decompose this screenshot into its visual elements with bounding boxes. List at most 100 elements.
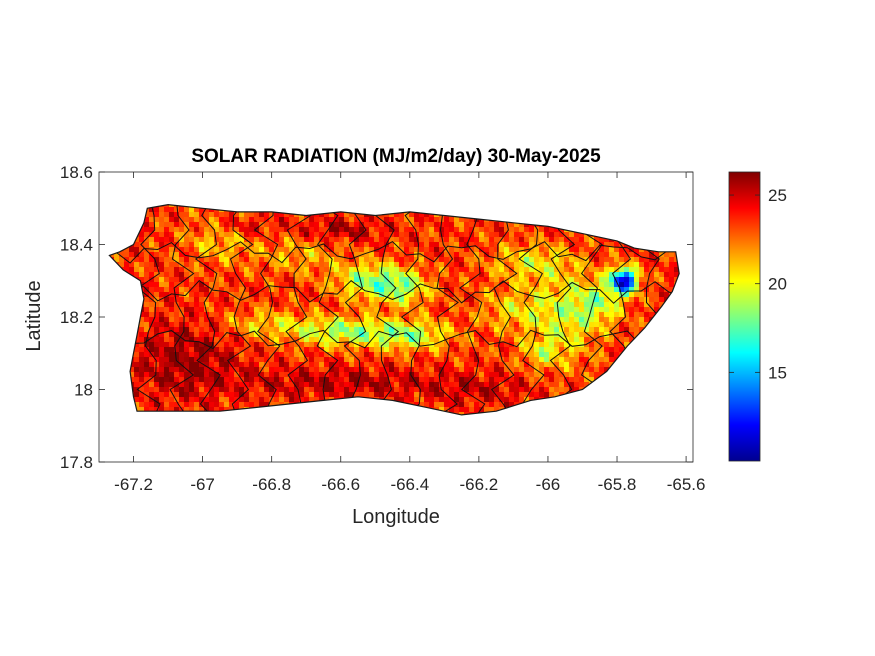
heatmap-cell — [354, 242, 360, 248]
heatmap-cell — [169, 204, 175, 208]
heatmap-cell — [359, 257, 365, 263]
heatmap-cell — [404, 357, 410, 363]
heatmap-cell — [284, 267, 290, 273]
heatmap-cell — [634, 247, 640, 253]
heatmap-cell — [264, 287, 270, 293]
heatmap-cell — [504, 342, 510, 348]
heatmap-cell — [289, 287, 295, 293]
heatmap-cell — [159, 297, 165, 303]
heatmap-cell — [599, 317, 605, 323]
heatmap-cell — [189, 292, 195, 298]
heatmap-cell — [379, 312, 385, 318]
heatmap-cell — [229, 317, 235, 323]
heatmap-cell — [444, 257, 450, 263]
heatmap-cell — [339, 352, 345, 358]
heatmap-cell — [444, 282, 450, 288]
heatmap-cell — [424, 377, 430, 383]
heatmap-cell — [389, 337, 395, 343]
heatmap-cell — [394, 242, 400, 248]
heatmap-cell — [414, 377, 420, 383]
heatmap-cell — [669, 257, 675, 263]
heatmap-cell — [299, 217, 305, 223]
heatmap-cell — [244, 222, 250, 228]
heatmap-cell — [284, 357, 290, 363]
heatmap-cell — [179, 322, 185, 328]
heatmap-cell — [274, 277, 280, 283]
heatmap-cell — [149, 312, 155, 318]
heatmap-cell — [374, 297, 380, 303]
heatmap-cell — [189, 282, 195, 288]
heatmap-cell — [629, 322, 635, 328]
heatmap-cell — [259, 302, 265, 308]
heatmap-cell — [194, 307, 200, 313]
heatmap-cell — [249, 292, 255, 298]
heatmap-cell — [409, 242, 415, 248]
heatmap-cell — [354, 247, 360, 253]
heatmap-cell — [404, 257, 410, 263]
heatmap-cell — [239, 237, 245, 243]
heatmap-cell — [514, 262, 520, 268]
heatmap-cell — [449, 282, 455, 288]
heatmap-cell — [349, 277, 355, 283]
heatmap-cell — [384, 252, 390, 258]
heatmap-cell — [149, 207, 155, 213]
heatmap-cell — [329, 227, 335, 233]
heatmap-cell — [429, 307, 435, 313]
heatmap-cell — [489, 237, 495, 243]
heatmap-cell — [609, 317, 615, 323]
heatmap-cell — [579, 287, 585, 293]
heatmap-cell — [164, 207, 170, 213]
heatmap-cell — [159, 372, 165, 378]
heatmap-cell — [384, 262, 390, 268]
heatmap-cell — [279, 322, 285, 328]
heatmap-cell — [369, 277, 375, 283]
heatmap-cell — [379, 322, 385, 328]
heatmap-cell — [229, 232, 235, 238]
heatmap-cell — [154, 307, 160, 313]
heatmap-cell — [274, 367, 280, 373]
heatmap-cell — [414, 292, 420, 298]
heatmap-cell — [534, 307, 540, 313]
heatmap-cell — [614, 332, 620, 338]
heatmap-cell — [334, 307, 340, 313]
heatmap-cell — [179, 277, 185, 283]
heatmap-cell — [269, 272, 275, 278]
heatmap-cell — [509, 307, 515, 313]
heatmap-cell — [509, 237, 515, 243]
heatmap-cell — [184, 372, 190, 378]
heatmap-cell — [389, 317, 395, 323]
heatmap-cell — [419, 362, 425, 368]
heatmap-cell — [174, 287, 180, 293]
heatmap-cell — [304, 322, 310, 328]
heatmap-cell — [314, 272, 320, 278]
heatmap-cell — [309, 232, 315, 238]
heatmap-cell — [219, 327, 225, 333]
heatmap-cell — [429, 272, 435, 278]
heatmap-cell — [234, 242, 240, 248]
heatmap-cell — [509, 247, 515, 253]
heatmap-cell — [364, 307, 370, 313]
heatmap-cell — [339, 362, 345, 368]
heatmap-cell — [354, 347, 360, 353]
heatmap-cell — [349, 222, 355, 228]
heatmap-cell — [194, 227, 200, 233]
heatmap-cell — [419, 212, 425, 218]
heatmap-cell — [454, 377, 460, 383]
heatmap-cell — [504, 252, 510, 258]
heatmap-cell — [519, 257, 525, 263]
heatmap-cell — [274, 217, 280, 223]
heatmap-cell — [489, 247, 495, 253]
heatmap-cell — [394, 227, 400, 233]
heatmap-cell — [534, 292, 540, 298]
heatmap-cell — [154, 367, 160, 373]
heatmap-cell — [139, 227, 145, 233]
heatmap-cell — [234, 322, 240, 328]
heatmap-cell — [189, 372, 195, 378]
heatmap-cell — [579, 297, 585, 303]
heatmap-cell — [519, 302, 525, 308]
heatmap-cell — [329, 357, 335, 363]
heatmap-cell — [374, 372, 380, 378]
heatmap-cell — [424, 217, 430, 223]
heatmap-cell — [389, 322, 395, 328]
heatmap-cell — [189, 317, 195, 323]
